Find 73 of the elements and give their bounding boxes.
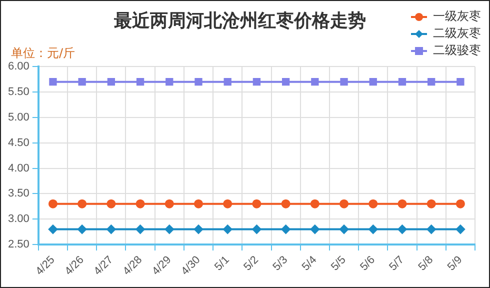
point [426,224,436,234]
point [310,199,320,208]
x-tick-label: 5/2 [242,254,261,274]
x-tick-label: 4/29 [150,254,174,278]
point [310,224,320,234]
point [369,78,377,86]
legend-label: 二级灰枣 [433,26,481,40]
point [164,224,174,234]
point [166,78,174,86]
point [456,78,464,86]
point [136,78,144,86]
legend-label: 一级灰枣 [433,9,481,24]
point [311,78,319,86]
x-tick-label: 5/7 [387,254,406,274]
x-tick-label: 5/8 [416,254,436,274]
y-tick-label: 4.00 [8,162,30,174]
point [398,199,407,208]
y-tick-label: 5.00 [8,111,30,124]
point [106,199,116,208]
x-tick-label: 4/26 [62,254,86,278]
point [428,78,436,86]
point [223,199,232,208]
x-tick-label: 5/4 [300,254,320,274]
point [368,224,378,234]
point [78,78,86,86]
point [136,199,145,208]
point [106,224,116,234]
point [456,199,465,208]
point [398,78,406,86]
point [282,78,290,86]
point [48,199,58,208]
point [107,78,116,86]
y-tick-label: 3.00 [8,213,30,226]
point [340,224,349,234]
y-tick-label: 2.50 [8,238,30,251]
chart-title: 最近两周河北沧州红枣价格走势 [113,10,366,32]
x-tick-label: 5/1 [212,254,232,274]
point [252,199,262,208]
point [78,224,87,234]
y-tick-label: 4.50 [8,136,30,149]
point [252,224,262,234]
point [252,78,261,86]
point [78,199,87,208]
point [398,224,407,234]
point [223,224,232,234]
point [340,199,349,208]
y-tick-label: 6.00 [8,60,30,73]
point [48,224,58,234]
x-tick-label: 4/27 [92,254,116,278]
x-tick-label: 5/5 [328,254,348,274]
point [49,78,57,86]
point [194,224,203,234]
point [281,224,290,234]
y-tick-label: 5.50 [8,86,30,98]
point [164,199,174,208]
x-tick-label: 5/9 [445,254,465,274]
point [340,78,348,86]
point [456,224,465,234]
point [224,78,232,86]
x-tick-label: 5/6 [358,254,378,274]
point [194,78,202,86]
y-tick-label: 3.50 [8,188,30,200]
x-tick-label: 4/25 [34,254,58,278]
legend-label: 二级骏枣 [433,43,481,58]
point [426,199,436,208]
point [194,199,203,208]
point [281,199,290,208]
point [368,199,378,208]
y-axis-title: 单位：元/斤 [11,45,76,62]
x-tick-label: 4/28 [120,254,145,278]
x-tick-label: 4/30 [179,254,203,278]
point [136,224,145,234]
x-tick-label: 5/3 [270,254,290,274]
